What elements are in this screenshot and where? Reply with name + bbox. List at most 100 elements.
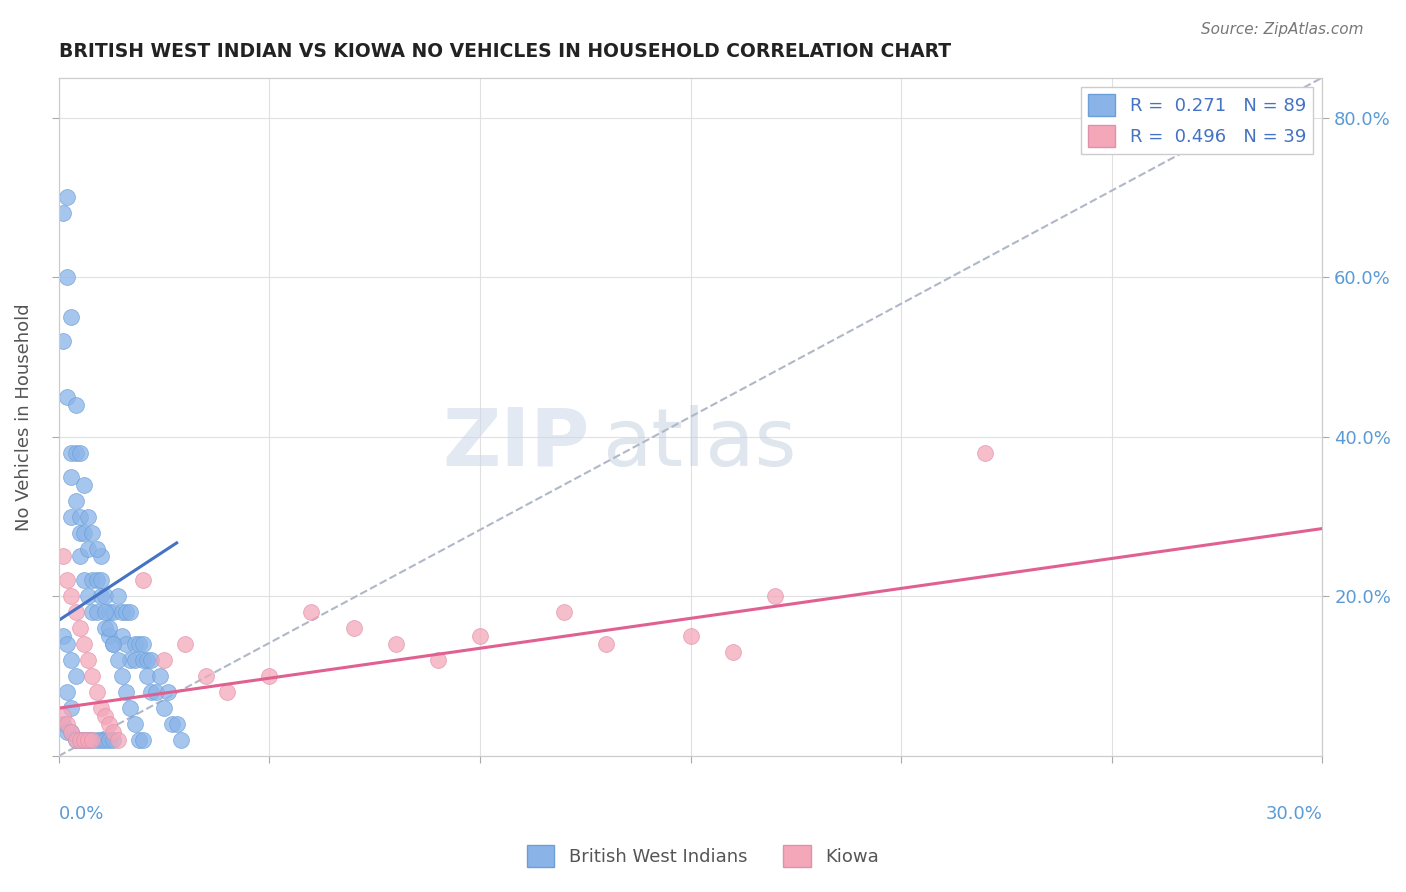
Point — [132, 574, 155, 588]
Point — [90, 590, 112, 604]
Point — [94, 590, 117, 604]
Point — [56, 390, 79, 404]
Point — [69, 733, 91, 747]
Point — [69, 733, 91, 747]
Point — [73, 477, 96, 491]
Point — [124, 637, 146, 651]
Point — [342, 621, 364, 635]
Point — [120, 653, 142, 667]
Point — [132, 637, 155, 651]
Point — [128, 733, 150, 747]
Point — [90, 733, 112, 747]
Point — [111, 629, 134, 643]
Text: Source: ZipAtlas.com: Source: ZipAtlas.com — [1201, 22, 1364, 37]
Point — [82, 606, 104, 620]
Point — [111, 606, 134, 620]
Point — [157, 685, 180, 699]
Point — [94, 733, 117, 747]
Point — [94, 709, 117, 723]
Point — [56, 190, 79, 204]
Point — [65, 733, 87, 747]
Point — [82, 733, 104, 747]
Text: atlas: atlas — [602, 405, 796, 483]
Point — [595, 637, 617, 651]
Point — [60, 509, 83, 524]
Point — [136, 653, 159, 667]
Point — [86, 733, 108, 747]
Point — [52, 717, 75, 731]
Point — [56, 717, 79, 731]
Point — [77, 509, 100, 524]
Point — [98, 733, 121, 747]
Point — [86, 606, 108, 620]
Point — [77, 733, 100, 747]
Point — [65, 669, 87, 683]
Point — [65, 733, 87, 747]
Point — [124, 717, 146, 731]
Text: 30.0%: 30.0% — [1265, 805, 1322, 823]
Point — [115, 685, 138, 699]
Point — [60, 590, 83, 604]
Point — [115, 606, 138, 620]
Point — [60, 725, 83, 739]
Point — [679, 629, 702, 643]
Point — [384, 637, 406, 651]
Point — [73, 733, 96, 747]
Point — [107, 590, 129, 604]
Point — [103, 725, 125, 739]
Point — [103, 733, 125, 747]
Point — [86, 685, 108, 699]
Y-axis label: No Vehicles in Household: No Vehicles in Household — [15, 303, 32, 531]
Point — [107, 653, 129, 667]
Point — [153, 701, 176, 715]
Point — [259, 669, 281, 683]
Point — [120, 606, 142, 620]
Point — [69, 549, 91, 564]
Point — [90, 549, 112, 564]
Point — [82, 733, 104, 747]
Point — [98, 717, 121, 731]
Point — [153, 653, 176, 667]
Text: BRITISH WEST INDIAN VS KIOWA NO VEHICLES IN HOUSEHOLD CORRELATION CHART: BRITISH WEST INDIAN VS KIOWA NO VEHICLES… — [59, 42, 950, 61]
Point — [195, 669, 218, 683]
Point — [52, 549, 75, 564]
Point — [77, 590, 100, 604]
Point — [60, 653, 83, 667]
Point — [52, 629, 75, 643]
Point — [82, 525, 104, 540]
Point — [107, 733, 129, 747]
Point — [94, 621, 117, 635]
Point — [98, 606, 121, 620]
Point — [60, 701, 83, 715]
Point — [60, 446, 83, 460]
Point — [52, 334, 75, 348]
Point — [132, 653, 155, 667]
Point — [553, 606, 575, 620]
Point — [65, 493, 87, 508]
Point — [69, 621, 91, 635]
Point — [149, 669, 172, 683]
Point — [90, 574, 112, 588]
Point — [103, 637, 125, 651]
Point — [56, 685, 79, 699]
Point — [65, 398, 87, 412]
Point — [132, 733, 155, 747]
Point — [69, 446, 91, 460]
Point — [69, 525, 91, 540]
Point — [94, 606, 117, 620]
Point — [128, 637, 150, 651]
Point — [115, 637, 138, 651]
Point — [174, 637, 197, 651]
Point — [73, 525, 96, 540]
Point — [60, 725, 83, 739]
Point — [77, 653, 100, 667]
Point — [56, 637, 79, 651]
Legend: R =  0.271   N = 89, R =  0.496   N = 39: R = 0.271 N = 89, R = 0.496 N = 39 — [1081, 87, 1313, 154]
Point — [721, 645, 744, 659]
Point — [73, 574, 96, 588]
Point — [136, 669, 159, 683]
Point — [141, 653, 163, 667]
Point — [69, 509, 91, 524]
Point — [77, 541, 100, 556]
Point — [82, 669, 104, 683]
